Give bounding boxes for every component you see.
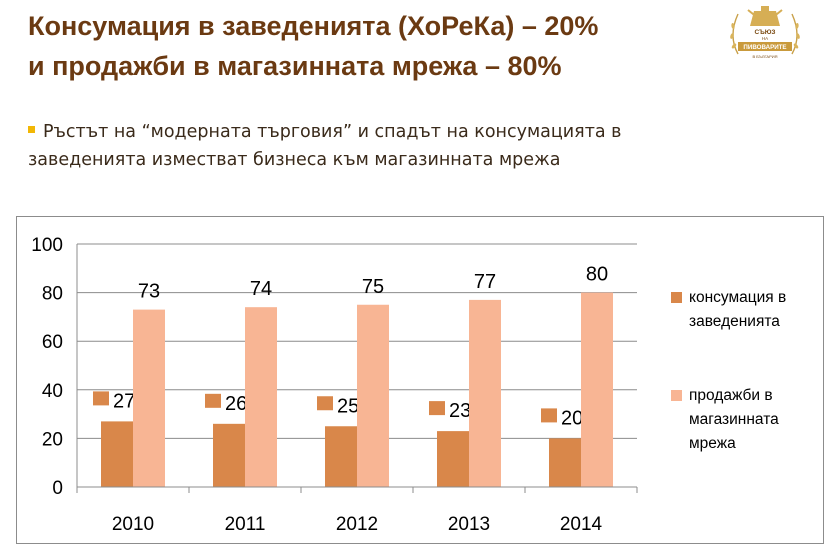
logo-text-3: ПИВОВАРИТЕ xyxy=(743,44,786,51)
data-label: 20 xyxy=(561,407,583,429)
x-tick-label: 2013 xyxy=(448,514,490,535)
y-tick-label: 60 xyxy=(42,332,63,353)
y-tick-label: 0 xyxy=(52,478,63,499)
wheat-wreath-icon xyxy=(730,13,800,55)
bar xyxy=(357,304,389,487)
legend-swatch xyxy=(671,390,682,401)
bar xyxy=(549,438,581,487)
data-label: 77 xyxy=(474,271,496,293)
bar xyxy=(325,426,357,487)
slide-title: Консумация в заведенията (ХоРеКа) – 20% … xyxy=(28,6,708,86)
legend-label: заведенията xyxy=(689,313,780,330)
legend-swatch xyxy=(671,292,682,303)
title-line-1: Консумация в заведенията (ХоРеКа) – 20% xyxy=(28,11,599,41)
x-tick-label: 2014 xyxy=(560,514,603,535)
data-label: 75 xyxy=(362,276,384,298)
data-label-marker xyxy=(317,396,333,411)
data-label-marker xyxy=(541,408,557,423)
logo-text-1: СЪЮЗ xyxy=(754,29,775,36)
data-label-marker xyxy=(429,401,445,416)
brew-kettle-icon xyxy=(747,6,783,26)
data-label: 74 xyxy=(250,278,272,300)
y-tick-label: 80 xyxy=(42,284,63,305)
bar xyxy=(437,431,469,487)
y-tick-label: 100 xyxy=(31,235,63,256)
bar xyxy=(245,307,277,487)
bullet-text-line-1: Ръстът на “модерната търговия” и спадът … xyxy=(43,122,622,142)
y-tick-label: 40 xyxy=(42,381,63,402)
y-tick-label: 20 xyxy=(42,429,63,450)
bullet-text-line-2: заведенията изместват бизнеса към магази… xyxy=(28,150,561,170)
x-tick-label: 2011 xyxy=(225,514,266,535)
chart-frame: 0 20 40 60 80 100 27 73 2010 26 74 2011 25 75 2012 23 77… xyxy=(16,216,824,544)
legend-label: консумация в xyxy=(689,289,786,306)
data-label: 27 xyxy=(113,390,135,412)
bar xyxy=(469,299,501,487)
logo-text-4: В БЪЛГАРИЯ xyxy=(752,54,777,59)
data-label-marker xyxy=(205,393,221,408)
x-tick-label: 2010 xyxy=(112,514,154,535)
bar xyxy=(581,292,613,487)
data-label: 25 xyxy=(337,395,359,417)
legend-label: магазинната xyxy=(689,411,779,428)
legend-label: мрежа xyxy=(689,435,736,452)
logo-text-2: НА xyxy=(762,36,768,41)
brewers-union-logo: СЪЮЗ НА ПИВОВАРИТЕ В БЪЛГАРИЯ xyxy=(730,6,800,59)
data-label: 26 xyxy=(225,393,247,415)
title-line-2: и продажби в магазинната мрежа – 80% xyxy=(28,51,562,81)
data-label: 80 xyxy=(586,264,608,286)
bar xyxy=(101,421,133,487)
bar-chart: 0 20 40 60 80 100 27 73 2010 26 74 2011 25 75 2012 23 77… xyxy=(31,235,786,535)
legend-label: продажби в xyxy=(689,387,773,404)
bullet-point: Ръстът на “модерната търговия” и спадът … xyxy=(28,118,788,174)
bullet-square-icon xyxy=(28,125,35,133)
data-label: 73 xyxy=(138,281,160,303)
data-label: 23 xyxy=(449,400,471,422)
data-label-marker xyxy=(93,391,109,406)
x-tick-label: 2012 xyxy=(336,514,378,535)
bar xyxy=(133,309,165,487)
bar xyxy=(213,423,245,487)
